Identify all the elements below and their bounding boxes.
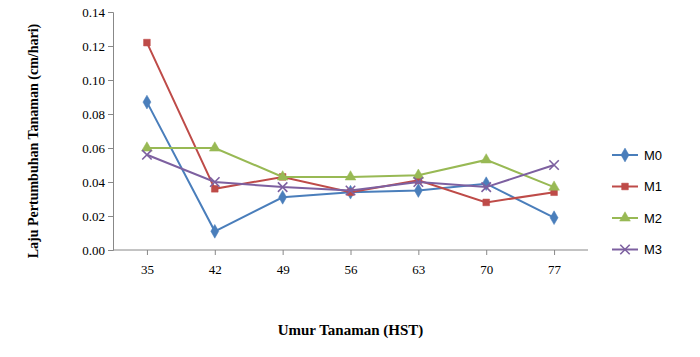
series-marker [209, 142, 220, 151]
chart-container: 0.00 0.02 0.04 0.06 0.08 0.10 0.12 0.14 35 42 49 56… [0, 0, 700, 357]
series-marker [481, 182, 490, 191]
series [142, 142, 560, 190]
y-tick-mark [108, 46, 113, 47]
series-marker [211, 224, 219, 238]
series-marker [549, 160, 558, 169]
x-tick-label: 42 [209, 262, 222, 277]
legend: M0 M1 M2 M3 [612, 148, 662, 258]
x-tick-label: 35 [141, 262, 154, 277]
series [144, 39, 558, 206]
x-axis-title: Umur Tanaman (HST) [278, 322, 424, 339]
y-axis: 0.00 0.02 0.04 0.06 0.08 0.10 0.12 0.14 [82, 5, 113, 258]
legend-item: M3 [612, 242, 662, 257]
x-tick: 42 [209, 250, 222, 277]
series-line [147, 148, 554, 187]
legend-item: M2 [612, 211, 662, 226]
y-tick: 0.10 [82, 73, 113, 88]
series-marker [277, 171, 288, 180]
series-line [147, 155, 554, 191]
x-axis: 35 42 49 56 63 70 77 [113, 250, 588, 277]
y-tick: 0.04 [82, 175, 113, 190]
y-tick-label: 0.04 [82, 175, 105, 190]
y-tick-label: 0.08 [82, 107, 105, 122]
legend-item: M1 [612, 179, 662, 194]
legend-label: M2 [644, 211, 662, 226]
legend-marker [621, 148, 629, 162]
y-tick: 0.12 [82, 39, 113, 54]
x-tick: 77 [548, 250, 562, 277]
y-tick-mark [108, 216, 113, 217]
x-tick: 35 [141, 250, 154, 277]
y-tick-mark [108, 250, 113, 251]
x-tick: 49 [277, 250, 290, 277]
x-tick-label: 70 [480, 262, 493, 277]
y-tick-label: 0.10 [82, 73, 105, 88]
y-tick: 0.06 [82, 141, 113, 156]
y-tick-label: 0.14 [82, 5, 105, 20]
x-tick-label: 77 [548, 262, 562, 277]
plot-marks [142, 39, 560, 238]
series-marker [345, 171, 356, 180]
x-tick: 70 [480, 250, 493, 277]
x-tick-mark [215, 250, 216, 255]
series-marker [279, 190, 287, 204]
series-marker [210, 177, 219, 186]
x-tick-mark [486, 250, 487, 255]
x-tick-label: 56 [345, 262, 359, 277]
y-axis-line [108, 13, 114, 251]
series [142, 150, 559, 195]
legend-label: M3 [644, 242, 662, 257]
series-marker [142, 142, 153, 151]
legend-marker [620, 212, 631, 221]
y-tick-mark [108, 12, 113, 13]
series-marker [550, 211, 558, 225]
y-tick-label: 0.12 [82, 39, 105, 54]
y-tick: 0.02 [82, 209, 113, 224]
series-marker [144, 39, 151, 46]
x-tick: 63 [412, 250, 425, 277]
x-tick-mark [351, 250, 352, 255]
series-marker [481, 154, 492, 163]
y-tick-label: 0.00 [82, 243, 105, 258]
legend-label: M0 [644, 148, 662, 163]
y-tick-mark [108, 114, 113, 115]
x-tick-mark [147, 250, 148, 255]
y-tick-label: 0.02 [82, 209, 105, 224]
legend-item: M0 [612, 148, 662, 163]
series-marker [278, 182, 287, 191]
x-tick: 56 [345, 250, 359, 277]
series-marker [413, 169, 424, 178]
y-tick: 0.08 [82, 107, 113, 122]
series-line [147, 102, 554, 231]
y-tick-label: 0.06 [82, 141, 105, 156]
x-tick-label: 49 [277, 262, 290, 277]
series-marker [142, 150, 151, 159]
legend-label: M1 [644, 179, 662, 194]
series-marker [414, 177, 423, 186]
series-marker [347, 185, 355, 199]
x-tick-label: 63 [412, 262, 425, 277]
series-marker [211, 185, 218, 192]
x-tick-mark [283, 250, 284, 255]
y-axis-title: Laju Pertumbuhan Tanaman (cm/hari) [26, 23, 42, 258]
x-tick-mark [554, 250, 555, 255]
chart: 0.00 0.02 0.04 0.06 0.08 0.10 0.12 0.14 35 42 49 56… [0, 0, 700, 357]
x-tick-mark [418, 250, 419, 255]
series-marker [346, 186, 355, 195]
y-tick-mark [108, 148, 113, 149]
series-marker [549, 181, 560, 190]
y-tick-mark [108, 182, 113, 183]
legend-marker [622, 183, 629, 190]
y-tick: 0.14 [82, 5, 113, 20]
y-tick-mark [108, 80, 113, 81]
legend-marker [620, 245, 629, 254]
series-line [147, 43, 554, 203]
series-marker [143, 95, 151, 109]
series-marker [483, 199, 490, 206]
y-tick: 0.00 [82, 243, 113, 258]
